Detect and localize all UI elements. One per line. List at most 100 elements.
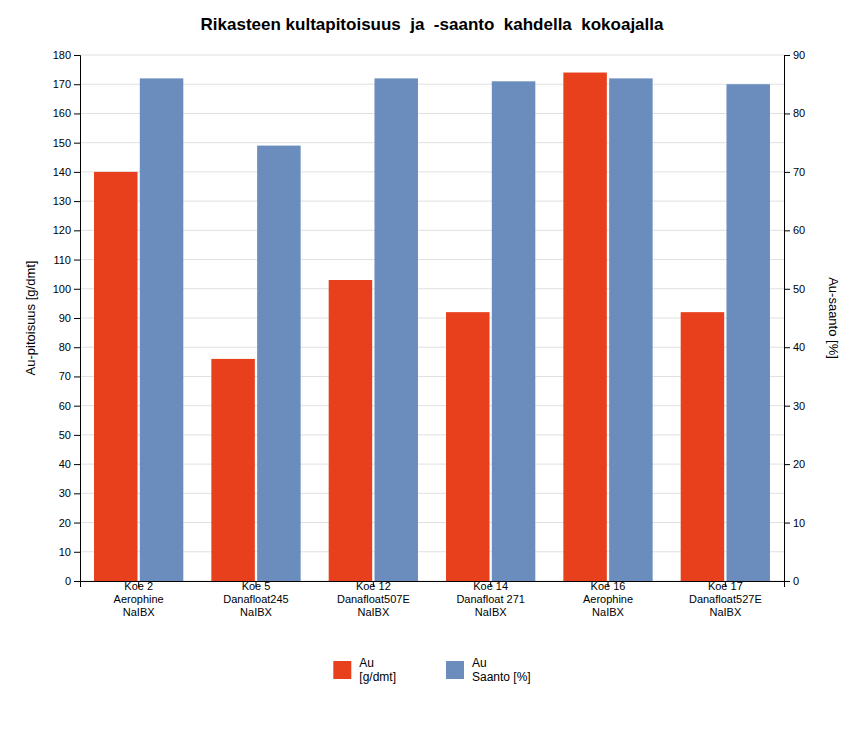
tick-label: 80 — [793, 107, 805, 119]
tick-mark — [74, 376, 80, 377]
tick-label: Koe 14Danafloat 271NaIBX — [456, 580, 524, 618]
grid-line — [80, 113, 784, 114]
tick: 80 — [59, 341, 80, 353]
tick-mark — [784, 406, 790, 407]
text-line: NaIBX — [709, 606, 741, 618]
tick-label: 10 — [59, 546, 71, 558]
tick: 30 — [784, 400, 805, 412]
tick-mark — [74, 318, 80, 319]
bars — [94, 73, 770, 581]
tick-label: 90 — [59, 312, 71, 324]
tick-mark — [74, 435, 80, 436]
grid — [80, 55, 784, 581]
tick-label: 70 — [793, 166, 805, 178]
grid-line — [80, 434, 784, 435]
tick-label: 70 — [59, 370, 71, 382]
tick: 40 — [784, 341, 805, 353]
tick-mark — [784, 464, 790, 465]
tick: 60 — [784, 224, 805, 236]
text-line: Aerophine — [583, 593, 633, 605]
title: Rikasteen kultapitoisuus ja -saanto kahd… — [201, 15, 664, 34]
tick-mark — [74, 289, 80, 290]
tick-label: Koe 17Danafloat527ENaIBX — [689, 580, 762, 618]
tick-label: 60 — [59, 400, 71, 412]
text-line: Danafloat527E — [689, 593, 762, 605]
tick-mark — [74, 55, 80, 56]
tick-mark — [74, 581, 80, 582]
tick: 20 — [59, 517, 80, 529]
legend-label: AuSaanto [%] — [472, 656, 531, 684]
tick-label: 20 — [793, 458, 805, 470]
tick-mark — [74, 143, 80, 144]
grid-line — [80, 347, 784, 348]
tick-mark — [74, 406, 80, 407]
text-line: Danafloat245 — [223, 593, 288, 605]
y-axis-title: Au-pitoisuus [g/dmt] — [23, 261, 38, 376]
tick-label: 100 — [53, 283, 71, 295]
plot: Koe 2AerophineNaIBX Koe 5Danafloat245NaIB… — [53, 49, 806, 618]
tick: 10 — [59, 546, 80, 558]
tick-label: Koe 2AerophineNaIBX — [114, 580, 164, 618]
tick-mark — [74, 230, 80, 231]
tick-mark — [74, 113, 80, 114]
tick: Koe 16AerophineNaIBX — [583, 580, 633, 618]
tick: 130 — [53, 195, 80, 207]
bar-series — [94, 73, 724, 581]
bar — [94, 172, 137, 581]
bar — [140, 78, 183, 581]
tick-mark — [784, 230, 790, 231]
legend-item: Au[g/dmt] — [333, 656, 396, 684]
tick-label: 120 — [53, 224, 71, 236]
text-line: NaIBX — [357, 606, 389, 618]
text-line: Danafloat507E — [337, 593, 410, 605]
tick-mark — [74, 464, 80, 465]
tick-label: 90 — [793, 49, 805, 61]
grid-line — [80, 84, 784, 85]
text-line: Koe 12 — [356, 580, 391, 592]
tick-label: 80 — [59, 341, 71, 353]
grid-line — [80, 522, 784, 523]
bar — [374, 78, 417, 581]
grid-line — [80, 464, 784, 465]
tick-mark — [74, 347, 80, 348]
tick-mark — [784, 55, 790, 56]
legend-item: AuSaanto [%] — [446, 656, 531, 684]
tick-label: 30 — [793, 400, 805, 412]
tick-mark — [74, 172, 80, 173]
legend-swatch — [446, 661, 464, 679]
tick: 100 — [53, 283, 80, 295]
tick: 80 — [784, 107, 805, 119]
tick: 170 — [53, 78, 80, 90]
y2-axis: 0102030405060708090 — [784, 49, 805, 587]
tick-label: 40 — [793, 341, 805, 353]
grid-line — [80, 318, 784, 319]
tick-label: 60 — [793, 224, 805, 236]
grid-line — [80, 376, 784, 377]
tick: 70 — [59, 370, 80, 382]
text-line: Danafloat 271 — [456, 593, 524, 605]
tick-label: Koe 5Danafloat245NaIBX — [223, 580, 288, 618]
axis-line — [81, 582, 785, 588]
bar — [211, 359, 254, 581]
tick-label: 50 — [793, 283, 805, 295]
grid-line — [80, 55, 784, 56]
text-line: Koe 17 — [708, 580, 743, 592]
tick-mark — [784, 581, 790, 582]
tick-mark — [74, 523, 80, 524]
text-line: [g/dmt] — [359, 670, 396, 684]
tick: 60 — [59, 400, 80, 412]
tick-mark — [74, 84, 80, 85]
tick: 30 — [59, 487, 80, 499]
bar — [681, 312, 724, 581]
axis-line — [785, 56, 791, 582]
text-line: Koe 16 — [591, 580, 626, 592]
tick-label: 150 — [53, 137, 71, 149]
text-line: Au — [359, 656, 374, 670]
tick-label: 0 — [65, 575, 71, 587]
tick-mark — [784, 523, 790, 524]
tick-label: 180 — [53, 49, 71, 61]
text-line: NaIBX — [592, 606, 624, 618]
tick: 90 — [59, 312, 80, 324]
tick-mark — [784, 289, 790, 290]
legend-label: Au[g/dmt] — [359, 656, 396, 684]
